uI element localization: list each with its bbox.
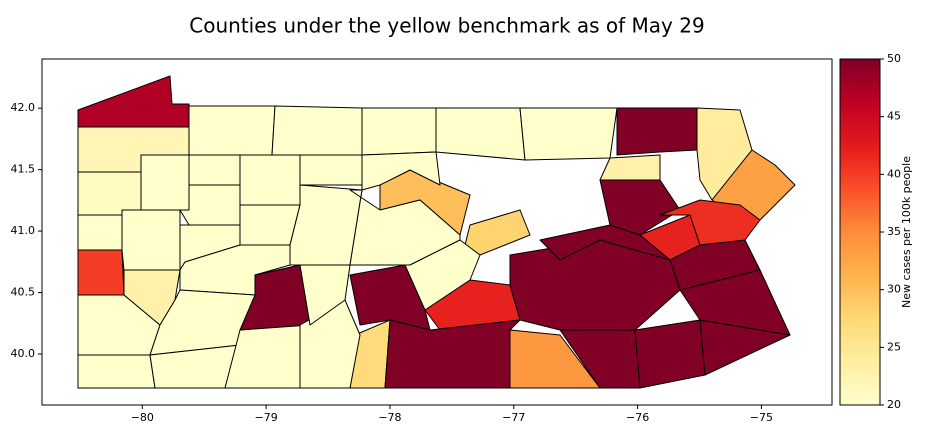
county bbox=[188, 154, 241, 186]
x-tick-label: −80 bbox=[131, 411, 154, 424]
y-tick-label: 41.5 bbox=[11, 163, 36, 176]
county bbox=[121, 209, 181, 271]
colorbar-tick-label: 20 bbox=[887, 398, 901, 411]
county bbox=[404, 239, 481, 311]
x-tick-label: −75 bbox=[750, 411, 773, 424]
county bbox=[140, 154, 190, 211]
county bbox=[77, 214, 123, 251]
colorbar-tick-label: 50 bbox=[887, 52, 901, 65]
colorbar-tick-label: 30 bbox=[887, 283, 901, 296]
plot-frame bbox=[41, 58, 833, 406]
county bbox=[179, 184, 241, 226]
county bbox=[384, 319, 521, 389]
county bbox=[77, 75, 190, 128]
colorbar bbox=[839, 58, 881, 406]
county bbox=[299, 154, 363, 186]
county bbox=[659, 199, 761, 246]
x-tick-label: −76 bbox=[626, 411, 649, 424]
county bbox=[435, 107, 526, 161]
county bbox=[616, 107, 698, 156]
county bbox=[239, 154, 301, 206]
county bbox=[77, 249, 125, 296]
county bbox=[188, 105, 276, 156]
map bbox=[77, 75, 796, 389]
colorbar-tick-label: 40 bbox=[887, 167, 901, 180]
colorbar-tick-label: 35 bbox=[887, 225, 901, 238]
county bbox=[77, 354, 156, 389]
y-tick-label: 40.0 bbox=[11, 347, 36, 360]
x-tick-label: −79 bbox=[255, 411, 278, 424]
county bbox=[289, 184, 363, 266]
colorbar-tick-label: 25 bbox=[887, 340, 901, 353]
county bbox=[519, 107, 618, 161]
colorbar-tick-label: 45 bbox=[887, 110, 901, 123]
county bbox=[599, 154, 661, 181]
x-tick-label: −78 bbox=[378, 411, 401, 424]
county bbox=[239, 264, 311, 331]
county bbox=[299, 264, 351, 326]
county bbox=[464, 209, 531, 256]
y-tick-label: 42.0 bbox=[11, 101, 36, 114]
county bbox=[361, 107, 437, 156]
county bbox=[77, 171, 142, 216]
x-tick-label: −77 bbox=[502, 411, 525, 424]
chart-title: Counties under the yellow benchmark as o… bbox=[189, 14, 704, 38]
y-tick-label: 40.5 bbox=[11, 286, 36, 299]
county bbox=[271, 105, 363, 156]
county bbox=[634, 319, 706, 389]
colorbar-label: New cases per 100k people bbox=[900, 156, 913, 308]
y-tick-label: 41.0 bbox=[11, 224, 36, 237]
